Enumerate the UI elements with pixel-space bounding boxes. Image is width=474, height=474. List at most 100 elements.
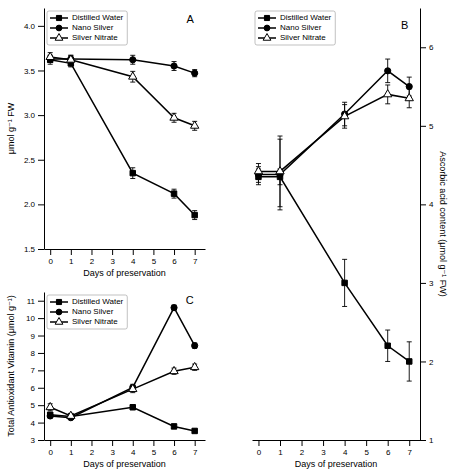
y-tick: 11 [27,297,44,306]
x-tick: 4 [131,249,136,266]
x-tick-label: 3 [110,448,115,457]
x-tick: 4 [131,440,136,457]
axis-line [45,440,206,441]
x-tick-label: 5 [152,448,157,457]
x-tick: 0 [48,249,53,266]
x-tick-mark [174,440,175,446]
marker [67,55,75,62]
x-tick-mark [133,249,134,255]
series [47,55,197,219]
x-tick: 6 [172,440,177,457]
y-tick: 3.0 [24,111,44,120]
plot-area [46,52,199,219]
legend-label: Silver Nitrate [280,33,326,42]
legend-frame [47,11,127,45]
x-tick-mark [366,440,367,446]
x-tick-label: 1 [278,448,283,457]
marker [171,63,177,69]
x-tick-mark [112,249,113,255]
legend-marker [56,299,61,304]
x-tick-label: 4 [131,257,136,266]
x-tick-label: 6 [386,448,391,457]
marker [192,343,198,349]
series [46,362,199,418]
y-tick-mark [38,440,44,441]
legend-label: Silver Nitrate [72,33,118,42]
panel-label: C [186,294,194,306]
error-bar [172,305,177,310]
plot-line [258,177,409,362]
error-bar [385,330,390,361]
y-tick-mark [38,26,44,27]
x-tick-label: 2 [90,448,95,457]
y-tick-mark [420,361,426,362]
y-tick-mark [38,301,44,302]
legend-swatch [258,15,276,20]
marker [171,191,176,196]
y-axis-title: Total Antioxidant Vitamin (μmol g⁻¹) [6,295,16,436]
panel-label: B [401,19,408,31]
y-tick-mark [38,370,44,371]
x-tick-mark [112,440,113,446]
y-tick-mark [420,283,426,284]
plot-line [50,60,194,215]
marker [67,411,75,418]
y-tick-label: 5 [429,122,434,131]
x-tick: 7 [193,440,198,457]
y-tick-label: 3.0 [24,111,36,120]
legend-swatch [258,25,276,31]
x-tick-label: 1 [69,448,74,457]
marker [406,359,411,364]
x-tick-label: 5 [152,257,157,266]
legend-label: Distilled Water [72,13,124,22]
marker [384,90,392,97]
y-axis-title: μmol g⁻¹ FW [6,102,16,154]
x-tick-label: 7 [193,448,198,457]
legend-swatch [50,15,68,20]
legend-frame [255,11,335,45]
y-tick-mark [38,249,44,250]
y-tick-mark [38,405,44,406]
y-tick-label: 6 [31,384,36,393]
x-tick-mark [133,440,134,446]
series [46,52,199,130]
y-tick: 2 [420,358,434,367]
y-tick-label: 7 [31,366,36,375]
legend-marker [56,309,62,315]
x-tick-label: 3 [110,257,115,266]
x-tick-mark [195,249,196,255]
y-tick-label: 9 [31,332,36,341]
error-bar [192,429,197,432]
marker [46,402,54,409]
legend-marker [56,15,61,20]
error-bar [192,211,197,220]
x-tick: 0 [257,440,262,457]
marker [385,343,390,348]
legend-swatch [50,25,68,31]
y-tick: 4 [420,200,434,209]
x-tick-mark [280,440,281,446]
y-axis: 123456 [420,9,434,446]
y-tick: 5 [31,401,44,410]
y-tick: 4 [31,419,44,428]
marker [170,366,178,373]
x-tick-mark [71,440,72,446]
error-bar [192,343,197,348]
series [256,169,412,381]
x-tick-label: 1 [69,257,74,266]
x-tick-mark [302,440,303,446]
x-tick-label: 0 [48,257,53,266]
x-tick-label: 3 [321,448,326,457]
x-tick-label: 6 [172,257,177,266]
legend-marker [263,34,271,41]
x-tick-mark [71,249,72,255]
y-tick: 1 [420,436,434,445]
x-tick: 2 [90,440,95,457]
x-axis-title: Days of preservation [83,459,166,469]
marker [340,112,348,119]
marker [192,70,198,76]
x-axis-title: Days of preservation [83,268,166,278]
x-axis: 01234567 [253,440,421,457]
series [255,59,412,210]
marker [130,405,135,410]
